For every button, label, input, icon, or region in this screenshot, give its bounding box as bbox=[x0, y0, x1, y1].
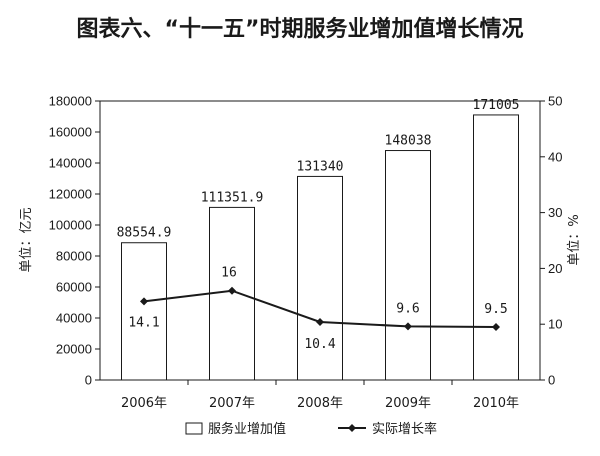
growth-point bbox=[228, 286, 236, 295]
y2-tick-label: 50 bbox=[548, 94, 562, 109]
y-tick-label: 160000 bbox=[49, 125, 92, 140]
y-tick-label: 120000 bbox=[49, 187, 92, 202]
y-tick-label: 180000 bbox=[49, 94, 92, 109]
legend: 服务业增加值 实际增长率 bbox=[185, 421, 437, 437]
y2-tick-label: 30 bbox=[548, 205, 562, 220]
growth-point bbox=[404, 322, 412, 331]
growth-point bbox=[140, 297, 148, 306]
growth-value-label: 10.4 bbox=[304, 337, 335, 352]
y-tick-label: 80000 bbox=[56, 249, 92, 264]
growth-value-label: 9.6 bbox=[396, 301, 419, 316]
y-tick-label: 40000 bbox=[56, 311, 92, 326]
bar-value-label: 148038 bbox=[385, 134, 432, 149]
legend-bar-swatch bbox=[185, 422, 203, 435]
bar-value-label: 171005 bbox=[473, 98, 520, 113]
bar bbox=[297, 175, 343, 381]
bar-value-label: 111351.9 bbox=[201, 190, 264, 205]
y-tick-label: 20000 bbox=[56, 342, 92, 357]
plot-area: 0 20000 40000 60000 80000 100000 120000 140000 1… bbox=[49, 94, 563, 412]
legend-line-marker bbox=[348, 424, 356, 432]
bar bbox=[473, 114, 519, 381]
y-tick-label: 0 bbox=[85, 373, 92, 388]
x-tick-label: 2007年 bbox=[209, 396, 255, 411]
growth-value-label: 9.5 bbox=[484, 302, 507, 317]
chart-title: 图表六、“十一五”时期服务业增加值增长情况 bbox=[77, 16, 524, 42]
y2-axis-title: 单位：% bbox=[567, 214, 582, 265]
legend-line-label: 实际增长率 bbox=[372, 421, 437, 437]
bar bbox=[121, 242, 167, 381]
growth-point bbox=[492, 322, 500, 331]
y2-tick-label: 10 bbox=[548, 317, 562, 332]
y2-tick-label: 0 bbox=[548, 373, 555, 388]
legend-bar-label: 服务业增加值 bbox=[208, 421, 286, 437]
x-tick-label: 2006年 bbox=[121, 396, 167, 411]
y-tick-label: 100000 bbox=[49, 218, 92, 233]
growth-value-label: 14.1 bbox=[128, 315, 159, 330]
bar-value-label: 88554.9 bbox=[117, 226, 172, 241]
y-axis-title: 单位：亿元 bbox=[19, 207, 34, 272]
bar bbox=[385, 150, 431, 381]
y2-tick-label: 40 bbox=[548, 149, 562, 164]
y-tick-label: 60000 bbox=[56, 280, 92, 295]
x-tick-label: 2009年 bbox=[385, 396, 431, 411]
y2-tick-label: 20 bbox=[548, 261, 562, 276]
growth-value-label: 16 bbox=[221, 266, 237, 281]
bar-value-label: 131340 bbox=[297, 159, 344, 174]
x-tick-label: 2010年 bbox=[473, 396, 519, 411]
growth-point bbox=[316, 317, 324, 326]
y-tick-label: 140000 bbox=[49, 156, 92, 171]
x-tick-label: 2008年 bbox=[297, 396, 343, 411]
